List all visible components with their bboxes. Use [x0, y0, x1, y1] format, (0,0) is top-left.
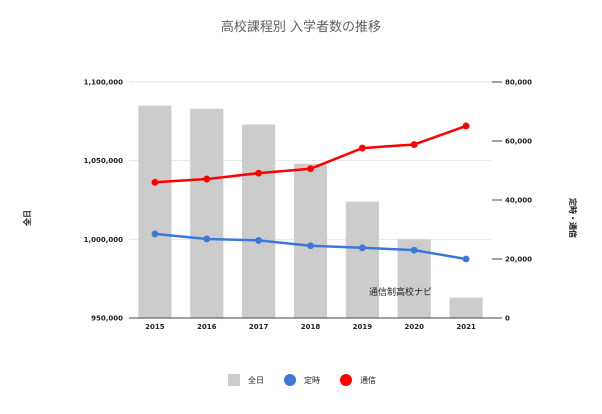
data-point — [255, 169, 263, 177]
legend-label: 通信 — [360, 375, 376, 385]
y-right-tick-label: 40,000 — [505, 197, 532, 205]
x-tick-label: 2017 — [249, 323, 269, 331]
x-tick-label: 2018 — [301, 323, 321, 331]
y-right-tick-label: 80,000 — [505, 79, 532, 87]
data-point — [307, 165, 314, 173]
data-point — [255, 237, 263, 244]
data-point — [307, 242, 314, 250]
x-tick-label: 2020 — [404, 323, 424, 331]
y-left-tick-label: 950,000 — [91, 315, 123, 323]
watermark-annotation: 通信制高校ナビ — [369, 286, 432, 298]
data-point — [151, 230, 159, 238]
data-point — [358, 244, 366, 252]
x-tick-label: 2019 — [353, 323, 373, 331]
legend-swatch — [228, 374, 240, 386]
y-left-tick-label: 1,000,000 — [84, 236, 124, 244]
axes: 950,000 1,000,000 1,050,000 1,100,000 0 20,00… — [84, 79, 533, 332]
legend-label: 定時 — [304, 375, 320, 385]
bar — [293, 163, 328, 318]
bar — [190, 108, 224, 318]
y-right-tick-label: 60,000 — [505, 138, 532, 146]
bar-series-zennichi — [138, 105, 483, 318]
bar — [345, 201, 379, 318]
legend-swatch — [284, 374, 296, 386]
line-series — [151, 122, 470, 263]
legend: 全日 定時 通信 — [228, 374, 376, 386]
bar — [138, 105, 172, 318]
y-right-axis-title: 定時・通信 — [568, 197, 578, 238]
bar — [242, 124, 276, 318]
y-left-tick-label: 1,050,000 — [84, 157, 124, 165]
data-point — [462, 122, 470, 130]
x-tick-label: 2015 — [145, 323, 165, 331]
y-right-tick-label: 20,000 — [505, 256, 532, 264]
bar — [449, 297, 483, 318]
data-point — [410, 141, 418, 148]
data-point — [151, 178, 159, 186]
y-left-tick-label: 1,100,000 — [84, 79, 124, 87]
chart-title: 高校課程別 入学者数の推移 — [221, 19, 381, 35]
legend-swatch — [340, 374, 352, 386]
data-point — [203, 235, 211, 243]
x-tick-label: 2016 — [197, 323, 217, 331]
y-left-axis-title: 全日 — [22, 210, 32, 227]
data-point — [462, 255, 470, 263]
y-right-tick-label: 0 — [505, 315, 510, 323]
data-point — [203, 175, 211, 183]
data-point — [410, 246, 418, 254]
legend-label: 全日 — [248, 375, 264, 385]
data-point — [358, 144, 366, 152]
x-tick-label: 2021 — [456, 323, 476, 331]
